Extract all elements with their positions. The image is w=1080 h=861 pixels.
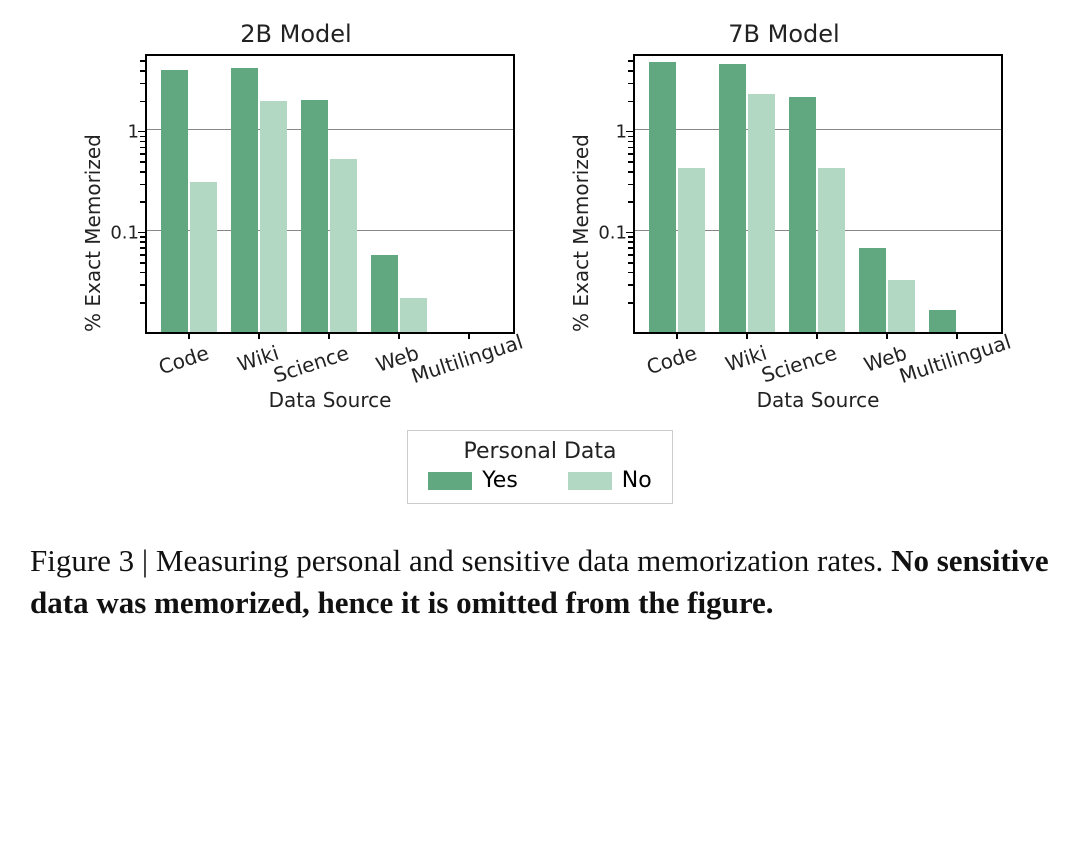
y-tick-label: 0.1 <box>110 223 139 244</box>
bar-yes <box>789 97 816 332</box>
y-tick-label: 1 <box>128 122 139 143</box>
bar-yes <box>649 62 676 332</box>
y-ticks: 0.11 <box>593 54 633 334</box>
legend: Personal Data Yes No <box>407 430 672 504</box>
bar-yes <box>371 255 398 332</box>
legend-item-yes: Yes <box>428 468 518 493</box>
bar-no <box>400 298 427 333</box>
y-axis-label: % Exact Memorized <box>77 54 105 412</box>
figure: 2B Model % Exact Memorized 0.11 CodeWiki… <box>30 20 1050 624</box>
legend-label: Yes <box>482 468 518 493</box>
legend-swatch-yes <box>428 472 472 490</box>
chart-panels: 2B Model % Exact Memorized 0.11 CodeWiki… <box>30 20 1050 412</box>
y-ticks: 0.11 <box>105 54 145 334</box>
x-axis-label: Data Source <box>633 388 1003 412</box>
bar-no <box>260 101 287 332</box>
bar-no <box>330 159 357 332</box>
bar-no <box>748 94 775 332</box>
legend-item-no: No <box>568 468 652 493</box>
panel-2b: 2B Model % Exact Memorized 0.11 CodeWiki… <box>77 20 515 412</box>
x-ticks: CodeWikiScienceWebMultilingual <box>633 334 1003 384</box>
plot-area <box>145 54 515 334</box>
x-tick-label: Multilingual <box>896 341 980 389</box>
legend-swatch-no <box>568 472 612 490</box>
y-tick-label: 0.1 <box>598 223 627 244</box>
bar-yes <box>161 70 188 332</box>
bar-no <box>190 182 217 332</box>
bar-yes <box>719 64 746 332</box>
bar-no <box>818 168 845 332</box>
bar-no <box>678 168 705 332</box>
figure-caption: Figure 3 | Measuring personal and sensit… <box>30 540 1050 624</box>
panel-title: 7B Model <box>728 20 839 48</box>
panel-7b: 7B Model % Exact Memorized 0.11 CodeWiki… <box>565 20 1003 412</box>
bar-yes <box>231 68 258 332</box>
legend-label: No <box>622 468 652 493</box>
bar-yes <box>859 248 886 332</box>
legend-title: Personal Data <box>428 439 651 464</box>
panel-title: 2B Model <box>240 20 351 48</box>
x-tick-label: Multilingual <box>408 341 492 389</box>
x-axis-label: Data Source <box>145 388 515 412</box>
y-axis-label: % Exact Memorized <box>565 54 593 412</box>
x-ticks: CodeWikiScienceWebMultilingual <box>145 334 515 384</box>
bar-yes <box>929 310 956 332</box>
y-tick-label: 1 <box>616 122 627 143</box>
plot-area <box>633 54 1003 334</box>
bar-no <box>888 280 915 332</box>
caption-text: Figure 3 | Measuring personal and sensit… <box>30 543 891 578</box>
bar-yes <box>301 100 328 332</box>
